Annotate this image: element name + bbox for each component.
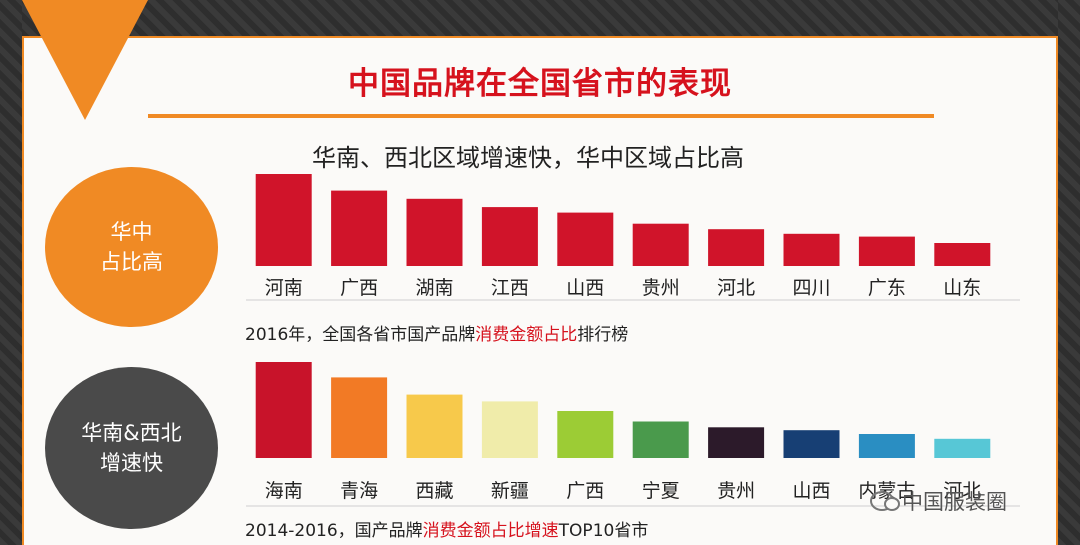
- chart1-caption-suffix: 排行榜: [577, 325, 629, 345]
- chart2-caption-prefix: 2014-2016，国产品牌: [245, 521, 423, 541]
- chart1-bar-4: [557, 212, 614, 266]
- chart1-bar-9: [934, 243, 991, 266]
- chart2-bar-1: [331, 377, 388, 458]
- chart2-caption-suffix: TOP10省市: [558, 521, 649, 541]
- chart1-category-label-2: 湖南: [415, 277, 453, 299]
- badge2-line2: 增速快: [99, 451, 163, 475]
- chart2-category-label-0: 海南: [265, 480, 303, 502]
- chart1-caption-prefix: 2016年，全国各省市国产品牌: [245, 325, 476, 345]
- south-northwest-badge: 华南&西北 增速快: [45, 367, 218, 529]
- chart2-bar-9: [934, 438, 991, 458]
- badge2-line1: 华南&西北: [81, 420, 182, 445]
- chart1-bar-2: [406, 198, 463, 266]
- chart2-category-label-2: 西藏: [415, 480, 453, 502]
- chart1-bar-3: [481, 207, 538, 266]
- chart1-bar-5: [632, 223, 689, 266]
- chart2-category-label-4: 广西: [566, 480, 604, 502]
- chart2-category-label-9: 河北: [943, 480, 981, 502]
- chart1-caption-highlight: 消费金额占比: [475, 325, 578, 345]
- chart2-category-label-5: 宁夏: [642, 480, 680, 502]
- chart2-category-label-7: 山西: [792, 480, 830, 502]
- chart2-bar-2: [406, 394, 463, 458]
- chart1-category-label-5: 贵州: [642, 277, 680, 299]
- chart1-category-label-7: 四川: [792, 277, 830, 299]
- page-title: 中国品牌在全国省市的表现: [348, 66, 732, 102]
- decorative-frame-right: [1058, 0, 1080, 545]
- chart1-bar-6: [708, 229, 765, 266]
- chart2-category-label-3: 新疆: [491, 480, 529, 502]
- chart2-category-label-1: 青海: [340, 480, 378, 502]
- central-china-badge: 华中 占比高: [45, 167, 218, 327]
- chart1-category-label-8: 广东: [868, 277, 906, 299]
- chart1-category-label-9: 山东: [943, 277, 981, 299]
- chart1-category-label-1: 广西: [340, 277, 378, 299]
- chart1-bar-8: [858, 236, 915, 266]
- watermark-text: 中国服装圈: [902, 490, 1007, 514]
- chart1-caption: 2016年，全国各省市国产品牌消费金额占比排行榜: [245, 320, 628, 345]
- chart1-category-label-0: 河南: [265, 277, 303, 299]
- decorative-frame-top: [0, 0, 1080, 40]
- title-underline: [148, 114, 934, 118]
- chart1-category-label-3: 江西: [491, 277, 529, 299]
- watermark: 中国服装圈: [870, 486, 1007, 516]
- decorative-frame-left: [0, 0, 22, 545]
- chart-subtitle: 华南、西北区域增速快，华中区域占比高: [312, 144, 744, 172]
- chart1-category-label-6: 河北: [717, 277, 755, 299]
- wechat-icon: [870, 491, 900, 511]
- chart2-caption-highlight: 消费金额占比增速: [422, 521, 559, 541]
- chart2-bar-6: [708, 427, 765, 458]
- chart2-bar-4: [557, 411, 614, 458]
- chart1-category-label-4: 山西: [566, 277, 604, 299]
- corner-triangle-decoration: [22, 0, 148, 120]
- badge1-line2: 占比高: [100, 250, 163, 274]
- chart1-bar-0: [255, 174, 312, 266]
- chart1-bar-1: [331, 190, 388, 266]
- chart2-bar-7: [783, 430, 840, 458]
- chart2-bar-3: [481, 401, 538, 458]
- chart1-bar-7: [783, 233, 840, 266]
- chart2-bar-0: [255, 362, 312, 458]
- chart2-caption: 2014-2016，国产品牌消费金额占比增速TOP10省市: [245, 516, 648, 541]
- chart2-category-label-6: 贵州: [717, 480, 755, 502]
- chart2-bar-5: [632, 421, 689, 458]
- chart2-bar-8: [858, 434, 915, 458]
- badge1-line1: 华中: [110, 219, 153, 244]
